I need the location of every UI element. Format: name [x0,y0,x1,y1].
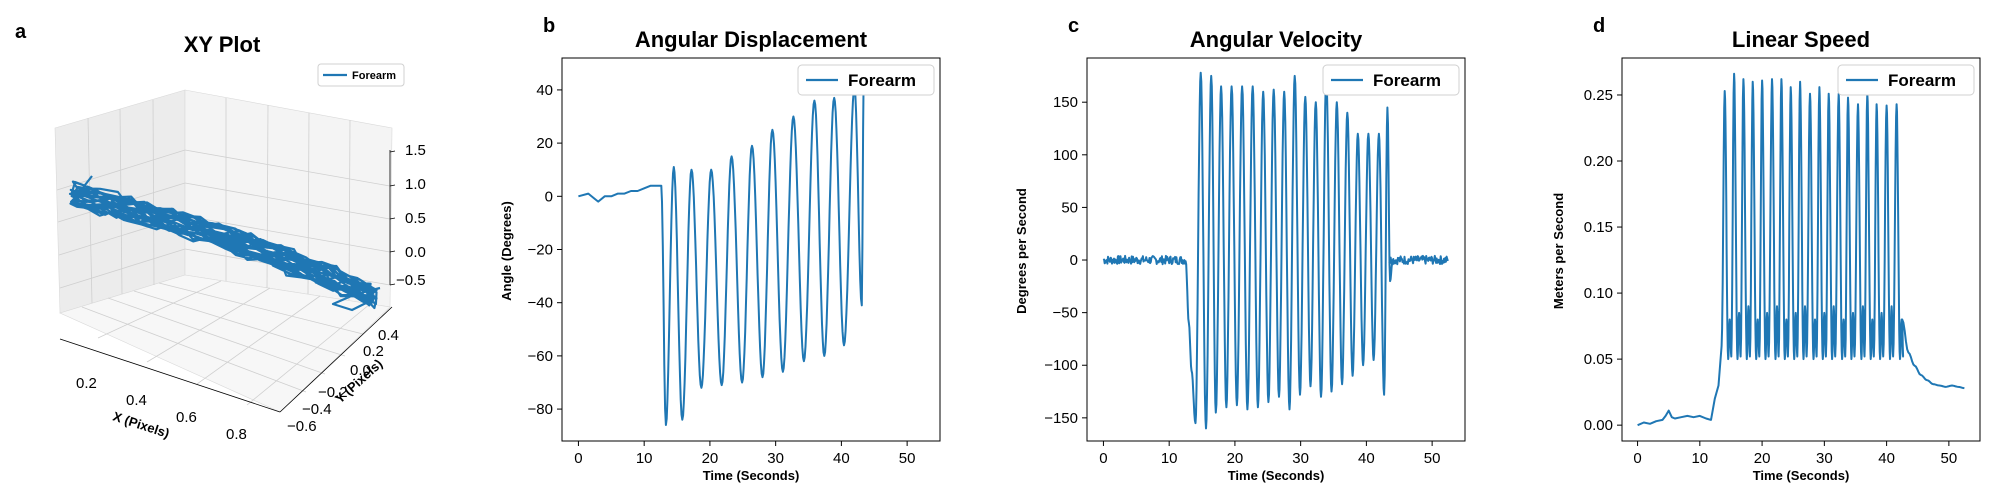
y-axis-label: Degrees per Second [1014,188,1029,314]
y-tick-label: 0 [545,188,553,205]
axes-frame [561,57,941,442]
y-tick-label: −40 [528,295,553,312]
y-tick-label: 50 [1061,199,1078,216]
x-tick-label: 30 [1816,450,1833,467]
y-tick-label: 0.25 [1584,87,1613,104]
z-ticks: −0.5 0.0 0.5 1.0 1.5 [396,142,426,289]
axes-frame [1621,57,1981,442]
y-tick-label: 100 [1053,147,1078,164]
x-tick-label: 40 [1878,450,1895,467]
y-tick-label: 0.05 [1584,351,1613,368]
forearm-trajectory-3d [68,175,381,312]
panel-letter-c: c [1068,15,1079,37]
y-tick-label: 0.20 [1584,153,1613,170]
y-tick-label: −0.6 [287,418,317,435]
z-tick-label: 1.5 [405,142,426,159]
x-axis-label: Time (Seconds) [1228,468,1325,483]
legend-a: Forearm [317,63,405,87]
y-tick-label: 150 [1053,94,1078,111]
axes-c: 0 10 20 30 40 50 −150 −100 −50 0 50 100 150 Forearm [1044,57,1466,467]
legend-label: Forearm [848,71,916,90]
panel-letter-b: b [543,15,555,37]
x-tick-label: 10 [1691,450,1708,467]
x-tick-label: 40 [833,450,850,467]
legend-label: Forearm [1373,71,1441,90]
y-tick-label: 20 [536,135,553,152]
x-tick-label: 20 [1227,450,1244,467]
y-tick-label: −80 [528,401,553,418]
panel-b-angular-displacement: b Angular Displacement 0 10 20 30 40 50 −80 −60… [499,15,941,483]
z-tick-label: 1.0 [405,176,426,193]
y-tick-label: −100 [1044,357,1078,374]
x-tick-label: 0.6 [176,409,197,426]
x-tick-label: 0 [574,450,582,467]
chart-title-linear-speed: Linear Speed [1732,27,1870,52]
y-tick-label: 0.2 [363,343,384,360]
chart-title-xy-plot: XY Plot [184,32,261,57]
y-tick-label: −0.4 [302,401,332,418]
y-tick-label: 0.4 [378,327,399,344]
panel-letter-a: a [15,21,27,43]
x-tick-label: 30 [767,450,784,467]
legend: Forearm [797,64,935,96]
panel-c-angular-velocity: c Angular Velocity 0 10 20 30 40 50 −150 −100 −5… [1014,15,1466,483]
z-tick-marks [389,150,396,286]
x-tick-label: 10 [636,450,653,467]
y-tick-label: 0.00 [1584,417,1613,434]
pane-floor [59,274,391,413]
z-tick-label: 0.0 [405,244,426,261]
z-tick-label: −0.5 [396,272,426,289]
y-tick-label: 0.10 [1584,285,1613,302]
x-tick-label: 10 [1161,450,1178,467]
y-tick-label: −0.2 [318,384,348,401]
legend-label: Forearm [352,70,396,82]
x-axis-line [59,338,281,413]
axes-b: 0 10 20 30 40 50 −80 −60 −40 −20 0 20 40 Forearm [528,57,941,467]
panel-a-3d-plot: a XY Plot [15,21,426,443]
x-axis-label: Time (Seconds) [1753,468,1850,483]
y-axis-label: Angle (Degrees) [499,201,514,301]
chart-title-angular-velocity: Angular Velocity [1190,27,1363,52]
x-tick-label: 50 [1941,450,1958,467]
y-tick-label: 0.15 [1584,219,1613,236]
series-line-forearm [1102,71,1449,430]
y-tick-label: −150 [1044,410,1078,427]
x-axis-label: X (Pixels) [111,409,171,441]
y-axis-label: Meters per Second [1551,193,1566,309]
x-tick-label: 0.2 [76,375,97,392]
y-ticks: −0.6 −0.4 −0.2 0.0 0.2 0.4 [287,327,399,435]
x-tick-label: 40 [1358,450,1375,467]
x-tick-label: 50 [899,450,916,467]
legend: Forearm [1322,64,1460,96]
y-tick-label: −60 [528,348,553,365]
y-tick-label: 40 [536,82,553,99]
y-tick-label: −20 [528,242,553,259]
x-tick-label: 0 [1099,450,1107,467]
series-line-forearm [1637,72,1965,427]
series-line-forearm [578,71,865,426]
x-tick-label: 0.8 [226,426,247,443]
y-axis-line [279,306,393,413]
z-tick-label: 0.5 [405,210,426,227]
panel-d-linear-speed: d Linear Speed 0 10 20 30 40 50 0.00 0.05 0.10 0.… [1551,15,1981,483]
x-tick-label: 20 [702,450,719,467]
axes-d: 0 10 20 30 40 50 0.00 0.05 0.10 0.15 0.20 0.25 Forea… [1584,57,1981,467]
x-tick-label: 20 [1754,450,1771,467]
x-tick-label: 0 [1633,450,1641,467]
legend: Forearm [1837,64,1975,96]
axes-frame [1086,57,1466,442]
panel-letter-d: d [1593,15,1605,37]
x-ticks: 0.2 0.4 0.6 0.8 [76,375,247,443]
y-tick-label: 0.0 [350,362,371,379]
legend-label: Forearm [1888,71,1956,90]
y-tick-label: −50 [1053,305,1078,322]
y-tick-label: 0 [1070,252,1078,269]
x-tick-label: 50 [1424,450,1441,467]
x-tick-label: 0.4 [126,392,147,409]
x-tick-label: 30 [1292,450,1309,467]
chart-title-angular-displacement: Angular Displacement [635,27,868,52]
x-axis-label: Time (Seconds) [703,468,800,483]
